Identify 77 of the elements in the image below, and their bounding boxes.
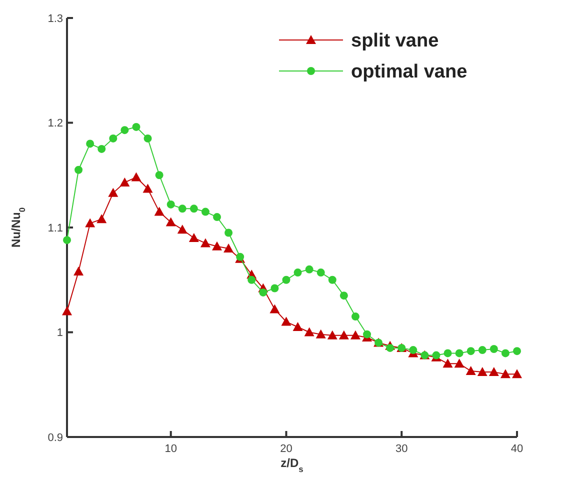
point <box>294 268 302 277</box>
point <box>74 166 83 174</box>
point <box>305 265 314 274</box>
point <box>108 188 118 197</box>
y-tick-label: 1.2 <box>48 118 63 130</box>
y-tick-label: 0.9 <box>48 432 63 444</box>
point <box>120 177 130 186</box>
point <box>304 327 314 336</box>
x-tick-label: 40 <box>510 443 524 455</box>
point <box>131 172 142 182</box>
x-tick-label: 10 <box>164 443 177 455</box>
point <box>63 236 71 244</box>
point <box>444 349 452 358</box>
point <box>259 288 268 296</box>
point <box>270 304 280 314</box>
point <box>281 316 292 326</box>
point <box>224 243 234 252</box>
point <box>188 232 199 242</box>
x-tick-label: 20 <box>280 443 292 455</box>
point <box>86 140 94 148</box>
point <box>500 369 510 378</box>
point <box>513 347 521 356</box>
legend-label: split vane <box>351 30 439 52</box>
point <box>466 347 475 356</box>
point <box>351 312 360 321</box>
point <box>200 238 210 248</box>
point <box>178 204 186 213</box>
x-tick-label: 30 <box>395 443 408 455</box>
point <box>166 200 175 208</box>
y-tick-label: 1.3 <box>48 12 63 25</box>
point <box>363 330 371 338</box>
point <box>455 349 464 358</box>
point <box>248 276 256 284</box>
point <box>386 344 394 352</box>
point <box>212 241 222 250</box>
point <box>154 206 164 216</box>
point <box>350 330 360 340</box>
point <box>292 322 303 332</box>
point <box>316 268 325 277</box>
point <box>270 284 279 292</box>
point <box>512 369 522 378</box>
point <box>132 122 140 131</box>
point <box>98 144 106 153</box>
point <box>340 292 348 300</box>
point <box>177 224 188 234</box>
point <box>338 330 349 340</box>
point <box>190 204 198 213</box>
point <box>85 218 96 228</box>
y-tick-label: 1 <box>56 327 63 340</box>
point <box>442 358 453 368</box>
point <box>155 171 164 180</box>
point <box>328 276 336 284</box>
point <box>490 345 498 354</box>
point <box>327 330 338 340</box>
point <box>74 266 84 276</box>
point <box>477 367 488 376</box>
point <box>454 358 464 368</box>
x-axis-title: z/D$_{s}$ <box>280 456 304 474</box>
point <box>213 213 221 222</box>
point <box>316 329 326 338</box>
point <box>466 366 476 376</box>
point <box>166 217 176 226</box>
point <box>409 346 418 354</box>
y-tick-label: 1.1 <box>48 222 63 234</box>
point <box>478 346 486 354</box>
point <box>62 306 72 316</box>
point <box>144 134 152 142</box>
point <box>282 276 290 284</box>
point <box>109 134 118 142</box>
point <box>120 126 129 134</box>
point <box>96 214 107 224</box>
legend-label: optimal vane <box>351 62 468 83</box>
point <box>501 349 510 358</box>
point <box>224 228 233 237</box>
point <box>142 184 153 193</box>
point <box>201 208 210 216</box>
point <box>488 367 499 376</box>
